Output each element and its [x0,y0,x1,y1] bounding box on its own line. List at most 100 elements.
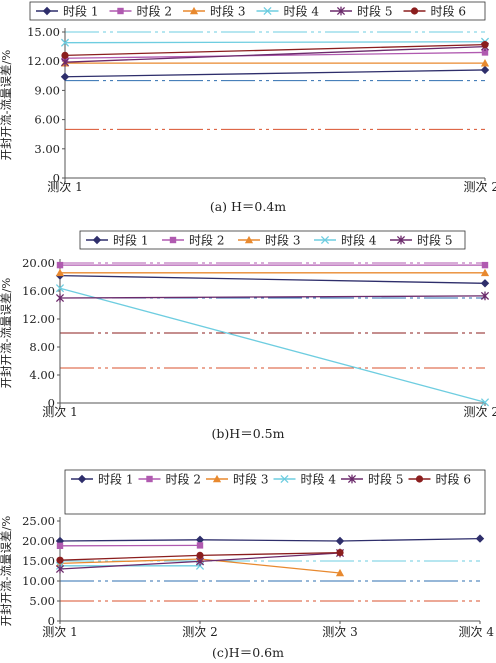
legend-label: 时段 5 [368,472,403,487]
series-line-segment [59,560,201,570]
data-point [335,568,345,577]
legend-marker [263,6,272,16]
data-point [55,293,65,303]
data-point [480,59,490,67]
y-tick-label: 10.00 [22,574,55,588]
legend-item: 时段 3 [206,472,268,487]
legend-item: 时段 6 [403,4,466,19]
legend-marker [336,6,346,16]
series-line-segment [199,539,341,542]
series-5 [55,291,490,303]
series-line-segment [64,69,486,78]
data-point [196,551,204,560]
legend-marker [42,6,52,16]
series-3 [55,268,490,277]
series-line-segment [59,295,486,299]
y-tick-label: 4.00 [29,368,55,382]
legend-label: 时段 1 [98,472,133,487]
legend-label: 时段 1 [63,4,98,19]
data-point [60,57,70,67]
series-line-segment [59,287,486,403]
data-point [475,534,485,543]
series-6 [56,549,344,564]
legend-label: 时段 4 [284,4,320,19]
legend-label: 时段 1 [113,233,148,248]
legend-label: 时段 5 [357,4,392,19]
data-point [481,49,489,56]
legend-item: 时段 1 [86,233,148,248]
y-tick-label: 20.00 [22,256,55,270]
data-point [480,268,490,277]
series-1 [55,534,485,546]
legend-item: 时段 5 [341,472,403,487]
y-tick-label: 20.00 [22,534,55,548]
x-tick-label: 测次 3 [322,625,357,639]
legend-label: 时段 4 [301,472,337,487]
y-tick-label: 3.00 [34,142,60,156]
series-line-segment [64,45,486,63]
legend-marker [280,474,289,484]
x-tick-label: 测次 1 [42,405,77,419]
y-axis-label: 开封开流-流量误差/% [0,516,13,627]
series-1 [55,271,490,288]
series-line-segment [64,51,486,59]
series-line-segment [64,44,486,57]
legend-marker [244,235,254,244]
data-point [56,261,64,269]
y-axis-label: 开封开流-流量误差/% [0,278,13,389]
legend-marker [415,475,424,483]
legend: 时段 1 时段 2 时段 3 时段 4 时段 5 [79,230,466,250]
y-tick-label: 0 [48,396,55,410]
data-point [481,261,489,269]
legend-box [64,469,486,515]
x-tick-label: 测次 1 [47,180,82,194]
y-tick-label: 6.00 [34,113,60,127]
data-point [55,268,65,277]
legend-marker [169,236,177,244]
chart-2: 时段 1 时段 2 时段 3 时段 4 时段 5 0 4.00 8.00 12.00 16.00 2… [0,230,496,441]
legend-item: 时段 3 [183,4,245,19]
chart-3: 时段 1 时段 2 时段 3 时段 4 时段 5 时段 6 0 5.00 10.00 15.00 2… [0,469,494,660]
y-tick-label: 5.00 [29,594,55,608]
legend-label: 时段 2 [137,4,172,19]
series-4 [55,284,490,407]
legend-item: 时段 4 [273,472,337,487]
data-point [480,291,490,301]
legend-item: 时段 5 [330,4,392,19]
legend-marker [189,6,199,15]
legend-label: 时段 3 [210,4,245,19]
data-point [481,41,489,49]
legend-item: 时段 4 [314,233,377,248]
legend-label: 时段 6 [431,4,466,19]
legend-label: 时段 3 [265,233,300,248]
data-point [480,65,490,75]
legend-marker [77,474,87,484]
series-line-segment [199,558,341,574]
series-1 [60,65,490,81]
legend-item: 时段 2 [138,472,201,487]
series-2 [56,261,489,269]
data-point [55,284,65,293]
legend-item: 时段 1 [71,472,133,487]
series-line-segment [199,551,341,557]
chart-caption: (a) H＝0.4m [210,199,286,214]
legend-marker [92,235,102,245]
legend-label: 时段 2 [166,472,201,487]
legend-item: 时段 5 [390,233,452,248]
legend-marker [212,474,222,483]
y-tick-label: 15.00 [22,554,55,568]
legend-marker [396,235,406,245]
legend-item: 时段 2 [162,233,224,248]
data-point [60,38,70,47]
y-tick-label: 25.00 [22,514,55,528]
y-tick-label: 15.00 [27,25,60,39]
x-tick-label: 测次 1 [42,625,77,639]
data-point [60,72,70,81]
y-tick-label: 0 [53,171,60,185]
y-tick-label: 0 [48,614,55,628]
data-point [196,542,204,549]
legend-item: 时段 6 [408,472,471,487]
series-6 [61,41,489,59]
legend-label: 时段 2 [189,233,224,248]
series-4 [60,37,490,47]
